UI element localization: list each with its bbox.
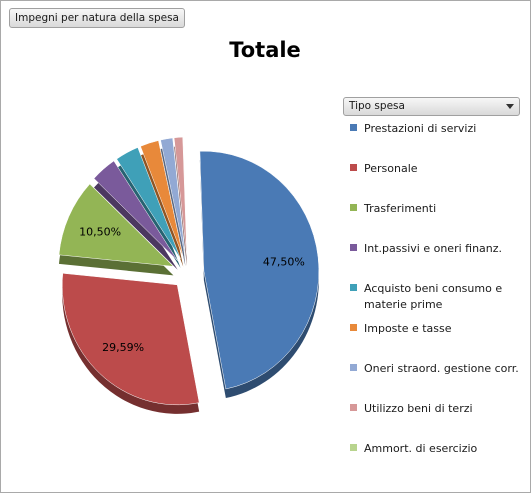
chart-title: Totale	[229, 38, 301, 62]
legend-filter-label: Tipo spesa	[349, 100, 405, 112]
legend-swatch	[350, 284, 357, 291]
legend-swatch	[350, 444, 357, 451]
legend-label: Ammort. di esercizio	[364, 442, 478, 455]
legend-label: Utilizzo beni di terzi	[364, 402, 473, 415]
legend-swatch	[350, 164, 357, 171]
pie-slice-side	[183, 146, 188, 267]
legend-label: Imposte e tasse	[364, 322, 452, 335]
pie-slice-8[interactable]	[183, 136, 188, 258]
pie-slice-0[interactable]	[199, 150, 320, 390]
pie-slice-3[interactable]	[93, 160, 178, 261]
pie-slice-side	[160, 146, 186, 267]
legend-swatch	[350, 204, 357, 211]
legend-label: Trasferimenti	[364, 202, 437, 215]
pie-slice-side	[140, 149, 184, 267]
legend-label: Personale	[364, 162, 418, 175]
pie-slice-2[interactable]	[58, 183, 175, 267]
legend-swatch	[350, 404, 357, 411]
legend-label: Prestazioni di servizi	[364, 122, 477, 135]
legend-label: Int.passivi e oneri finanz.	[364, 242, 503, 255]
legend-swatch	[350, 124, 357, 131]
field-button-impegni[interactable]: Impegni per natura della spesa	[9, 8, 185, 28]
pie-slice-4[interactable]	[116, 147, 181, 259]
legend-label: Oneri straord. gestione corr.	[364, 362, 519, 375]
data-label-1: 29,59%	[102, 341, 144, 354]
legend-filter-dropdown[interactable]: Tipo spesa	[343, 97, 520, 116]
legend-swatch	[350, 324, 357, 331]
dropdown-arrow-icon[interactable]	[506, 104, 514, 109]
legend-label: Acquisto beni consumo e materie prime	[364, 282, 503, 311]
pie-slice-6[interactable]	[160, 137, 186, 258]
legend-swatch	[350, 244, 357, 251]
data-label-0: 47,50%	[263, 256, 305, 269]
legend-swatch	[350, 364, 357, 371]
pie-slice-1[interactable]	[62, 273, 200, 406]
pie-slice-5[interactable]	[140, 140, 184, 258]
data-label-2: 10,50%	[79, 226, 121, 239]
pie-slice-7[interactable]	[173, 136, 188, 258]
